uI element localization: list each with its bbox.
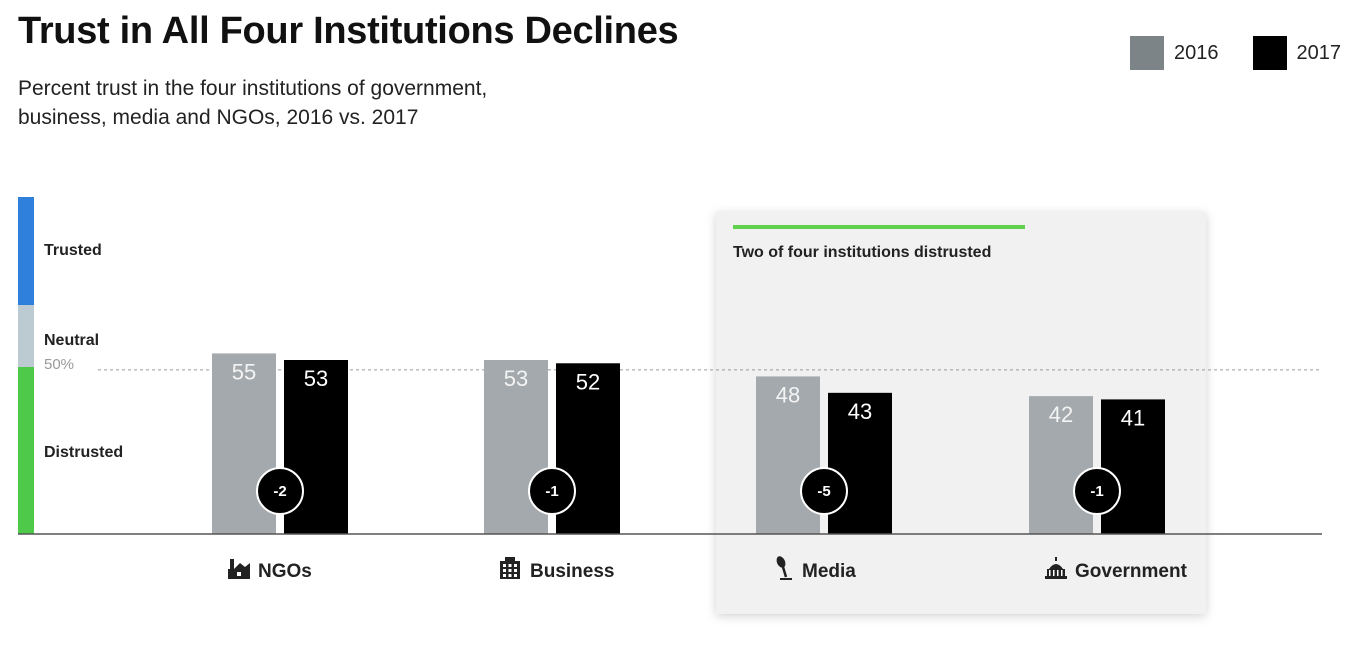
bar-label-media-2017: 43 (848, 399, 872, 424)
change-label-media: -5 (817, 483, 830, 500)
bar-label-government-2016: 42 (1049, 402, 1073, 427)
bar-label-ngos-2016: 55 (232, 359, 256, 384)
zone-trusted-label: Trusted (44, 242, 102, 259)
zone-neutral-label: Neutral (44, 332, 99, 349)
bar-media-2017 (828, 392, 892, 534)
bar-government-2017 (1101, 399, 1165, 534)
business-building-icon (500, 557, 520, 579)
change-label-business: -1 (545, 483, 558, 500)
zone-neutral-band (18, 305, 34, 367)
ngo-icon (228, 559, 250, 579)
zone-distrusted-label: Distrusted (44, 444, 123, 461)
bar-government-2016 (1029, 396, 1093, 534)
chart-subtitle: Percent trust in the four institutions o… (18, 74, 487, 132)
category-label-business: Business (530, 561, 614, 582)
chart-title: Trust in All Four Institutions Declines (18, 10, 679, 52)
category-label-media: Media (802, 561, 856, 582)
government-capitol-icon (1045, 557, 1067, 579)
reference-line-label: 50% (44, 356, 74, 373)
legend-swatch-2017 (1252, 36, 1287, 70)
zone-trusted-band (18, 197, 34, 305)
bar-label-business-2017: 52 (576, 369, 600, 394)
legend-label-2016: 2016 (1174, 41, 1219, 64)
change-badge-government (1073, 467, 1121, 515)
category-label-ngos: NGOs (258, 561, 312, 582)
bar-label-business-2016: 53 (504, 366, 528, 391)
legend: 2016 2017 (1096, 36, 1341, 70)
callout-text: Two of four institutions distrusted (733, 244, 991, 261)
legend-swatch-2016 (1130, 36, 1164, 70)
change-label-ngos: -2 (273, 483, 286, 500)
zone-distrusted-band (18, 367, 34, 534)
category-label-government: Government (1075, 561, 1188, 582)
legend-item-2016: 2016 (1130, 36, 1219, 70)
change-label-government: -1 (1090, 483, 1103, 500)
change-badges-group: -2 -1 -5 -1 (256, 467, 1121, 515)
bars-group: 55 53 53 52 48 43 42 41 (212, 353, 1165, 534)
change-badge-media (800, 467, 848, 515)
subtitle-line-2: business, media and NGOs, 2016 vs. 2017 (18, 106, 419, 129)
legend-label-2017: 2017 (1296, 41, 1342, 64)
subtitle-line-1: Percent trust in the four institutions o… (18, 77, 488, 100)
bar-label-ngos-2017: 53 (304, 366, 328, 391)
category-labels-group: NGOs Business Media Government (228, 556, 1188, 582)
bar-label-media-2016: 48 (776, 382, 800, 407)
legend-item-2017: 2017 (1252, 36, 1342, 70)
change-badge-business (528, 467, 576, 515)
callout-accent-line (733, 225, 1025, 229)
change-badge-ngos (256, 467, 304, 515)
media-microphone-icon (776, 556, 792, 580)
bar-label-government-2017: 41 (1121, 405, 1145, 430)
